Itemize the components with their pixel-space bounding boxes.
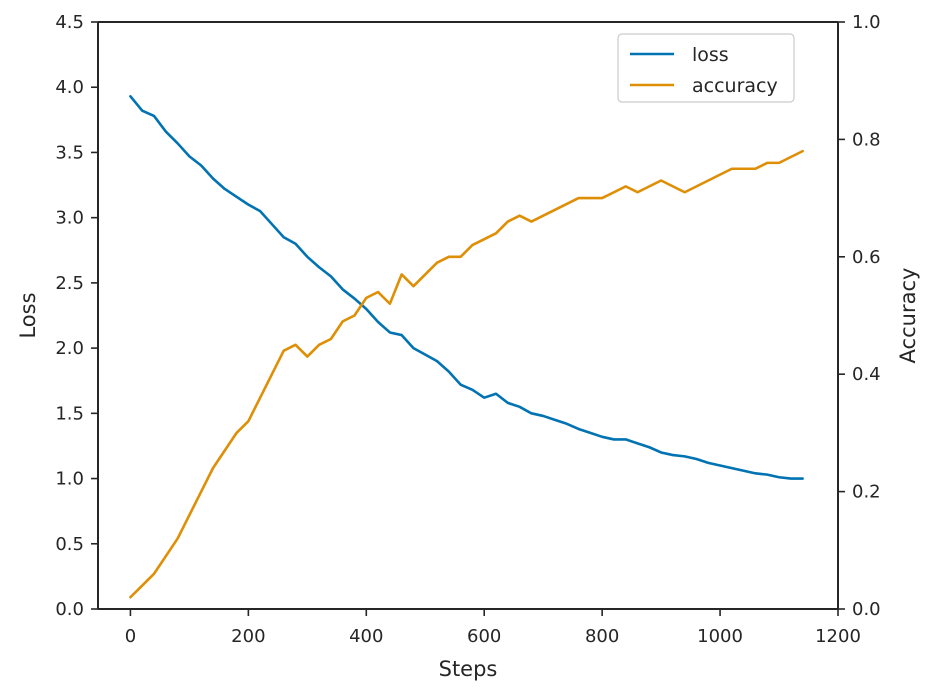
y-left-axis-title: Loss xyxy=(16,292,40,338)
ticks: 0 200 400 600 800 1000 1200 0.0 0.5 1.0 1.5 2.0 2.5 3… xyxy=(16,12,920,681)
x-tick-label: 0 xyxy=(125,626,136,647)
plot-lines xyxy=(129,95,804,599)
y-right-tick-label: 1.0 xyxy=(852,12,881,33)
legend: loss accuracy xyxy=(617,33,795,103)
y-right-tick-label: 0.4 xyxy=(852,364,881,385)
x-tick-label: 400 xyxy=(349,626,383,647)
y-left-tick-label: 3.5 xyxy=(55,142,84,163)
y-left-tick-label: 1.0 xyxy=(55,469,84,490)
series-line-accuracy xyxy=(129,149,804,599)
x-tick-label: 1000 xyxy=(697,626,743,647)
y-left-tick-label: 4.5 xyxy=(55,12,84,33)
y-right-tick-label: 0.6 xyxy=(852,247,881,268)
x-axis-title: Steps xyxy=(439,657,498,681)
legend-label-loss: loss xyxy=(692,44,729,66)
y-right-tick-label: 0.8 xyxy=(852,129,881,150)
x-tick-label: 200 xyxy=(231,626,265,647)
y-left-tick-label: 1.5 xyxy=(55,403,84,424)
y-left-tick-label: 2.0 xyxy=(55,338,84,359)
y-left-tick-label: 0.5 xyxy=(55,534,84,555)
y-right-axis-title: Accuracy xyxy=(896,268,920,364)
x-tick-label: 1200 xyxy=(815,626,861,647)
x-tick-label: 600 xyxy=(467,626,501,647)
y-left-tick-label: 2.5 xyxy=(55,273,84,294)
legend-label-accuracy: accuracy xyxy=(692,75,778,97)
y-left-tick-label: 0.0 xyxy=(55,599,84,620)
y-right-tick-label: 0.0 xyxy=(852,599,881,620)
y-left-tick-label: 3.0 xyxy=(55,208,84,229)
axes xyxy=(97,21,839,610)
y-left-tick-label: 4.0 xyxy=(55,77,84,98)
y-right-tick-label: 0.2 xyxy=(852,482,881,503)
series-line-loss xyxy=(129,95,804,480)
x-tick-label: 800 xyxy=(585,626,619,647)
